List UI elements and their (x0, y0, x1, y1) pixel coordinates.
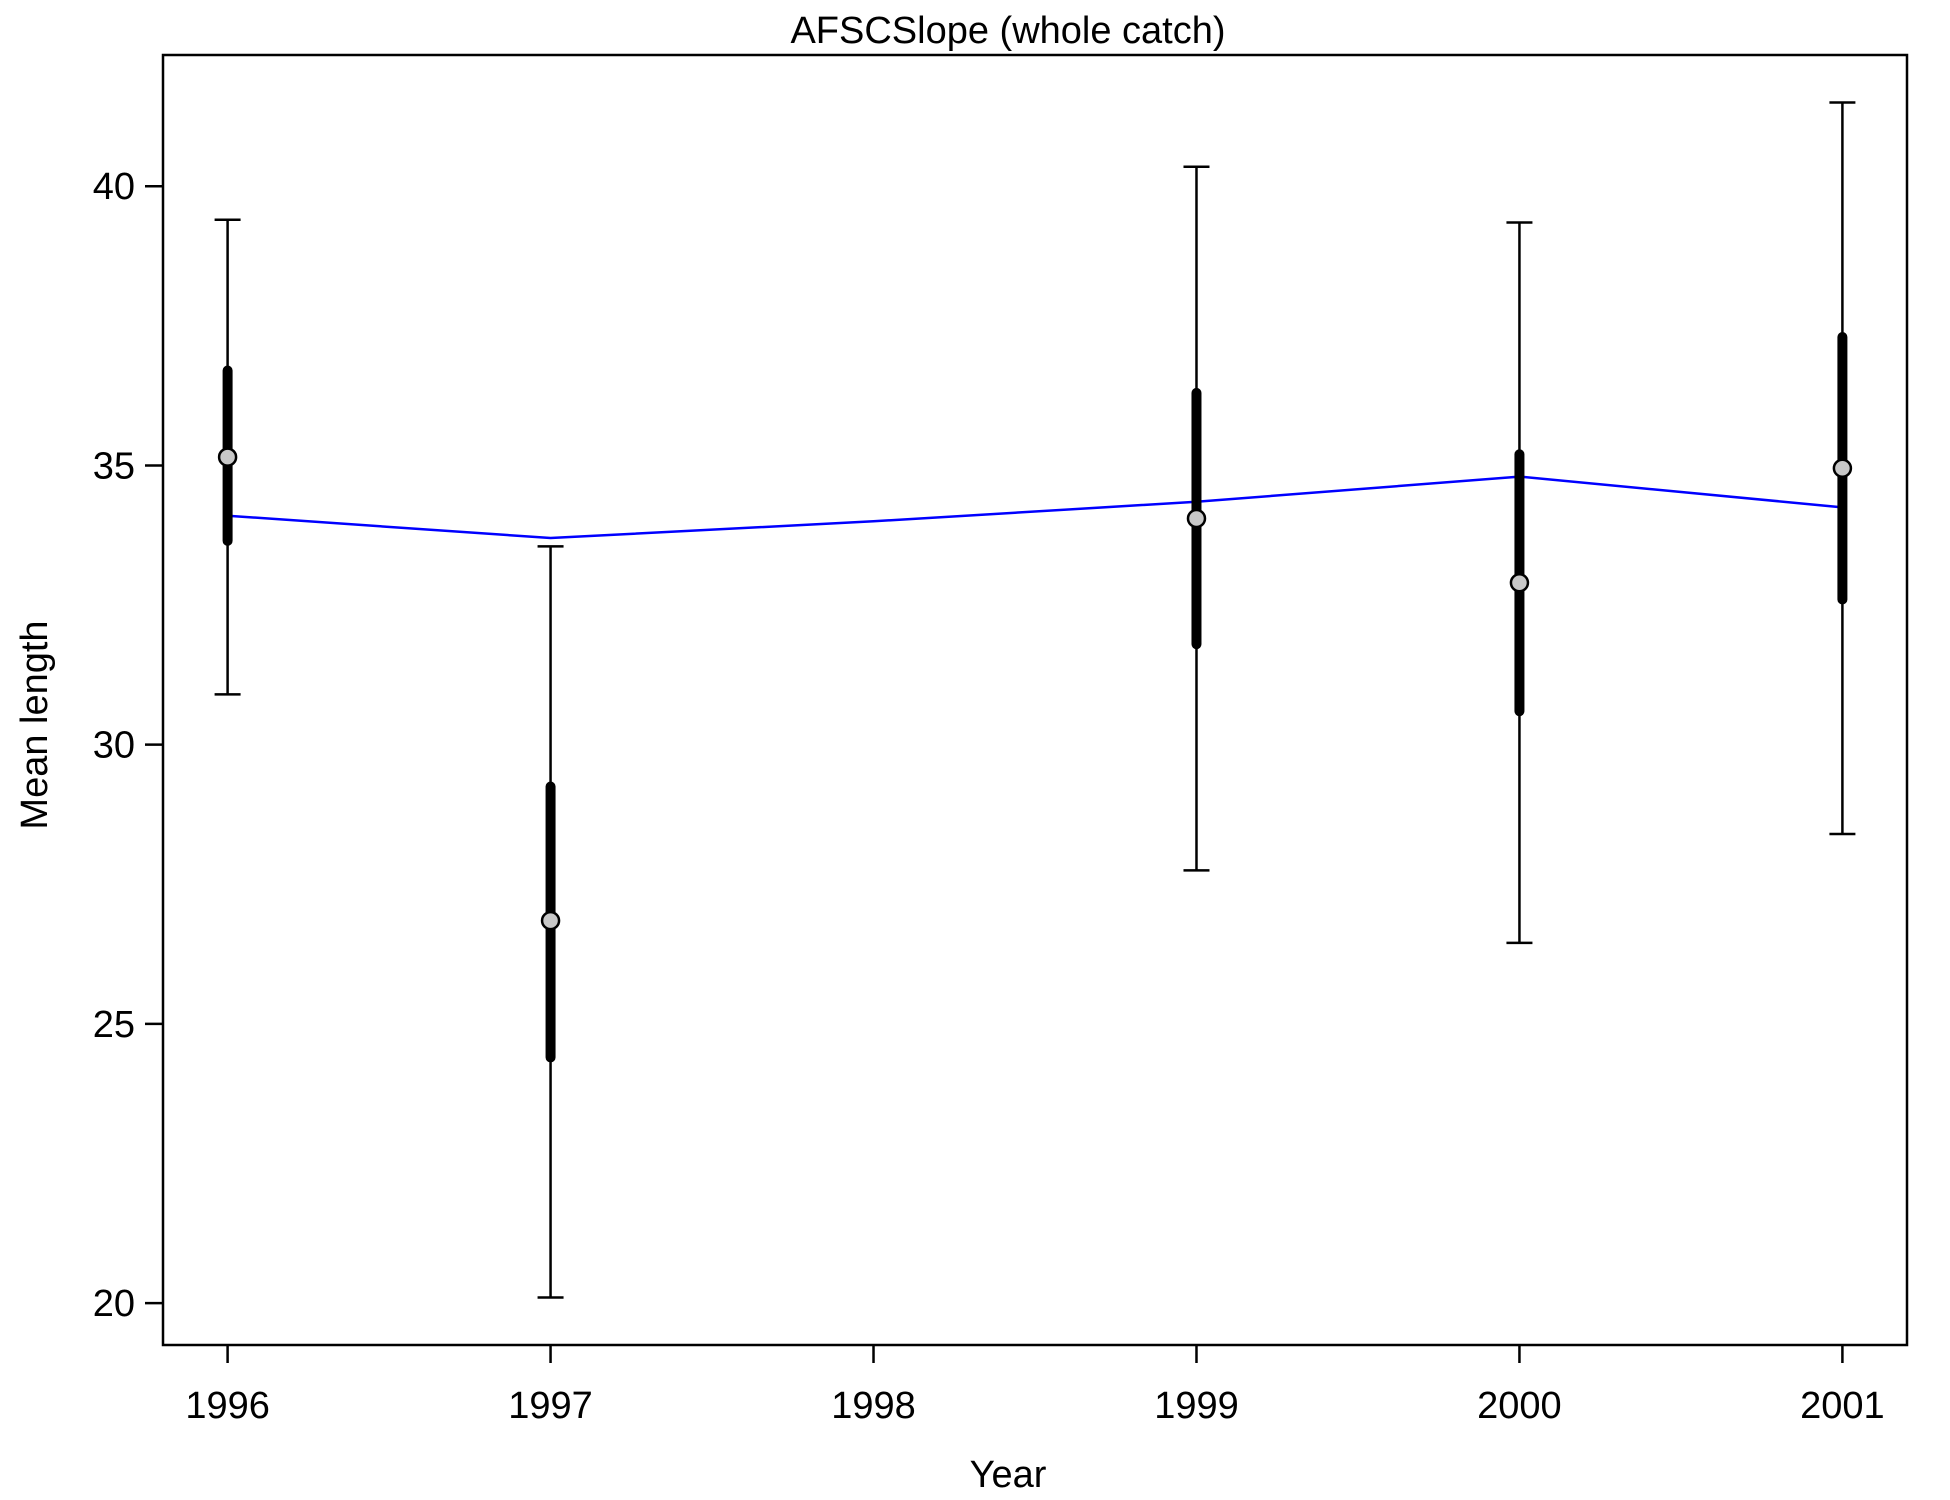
plot-frame (161, 53, 1909, 1347)
y-tick-label: 35 (93, 445, 135, 487)
x-tick-label: 1999 (1154, 1385, 1239, 1427)
observed-point (217, 447, 238, 467)
observation-2000 (1506, 221, 1533, 945)
observed-point (1186, 508, 1207, 529)
y-axis: 20 25 30 35 40 (93, 166, 163, 1325)
y-tick-label: 40 (93, 166, 135, 208)
observation-1997 (537, 545, 564, 1299)
observed-point (1832, 458, 1853, 478)
x-tick-label: 1998 (831, 1385, 916, 1427)
x-tick-label: 1996 (185, 1385, 270, 1427)
x-tick-label: 2001 (1800, 1385, 1885, 1427)
observed-point (540, 910, 561, 931)
observations-group (214, 101, 1856, 1299)
chart-title: AFSCSlope (whole catch) (790, 10, 1225, 52)
observation-1999 (1183, 165, 1210, 872)
observed-point (1509, 572, 1530, 593)
x-axis: 1996 1997 1998 1999 2000 2001 (185, 1345, 1885, 1427)
y-axis-title: Mean length (14, 620, 56, 829)
x-tick-label: 1997 (508, 1385, 593, 1427)
observation-1996 (214, 218, 241, 696)
expected-mean-line (227, 475, 1843, 540)
x-tick-label: 2000 (1477, 1385, 1562, 1427)
x-axis-title: Year (970, 1454, 1047, 1496)
y-tick-label: 30 (93, 725, 135, 767)
observation-2001 (1829, 101, 1856, 836)
y-tick-label: 25 (93, 1004, 135, 1046)
y-tick-label: 20 (93, 1283, 135, 1325)
